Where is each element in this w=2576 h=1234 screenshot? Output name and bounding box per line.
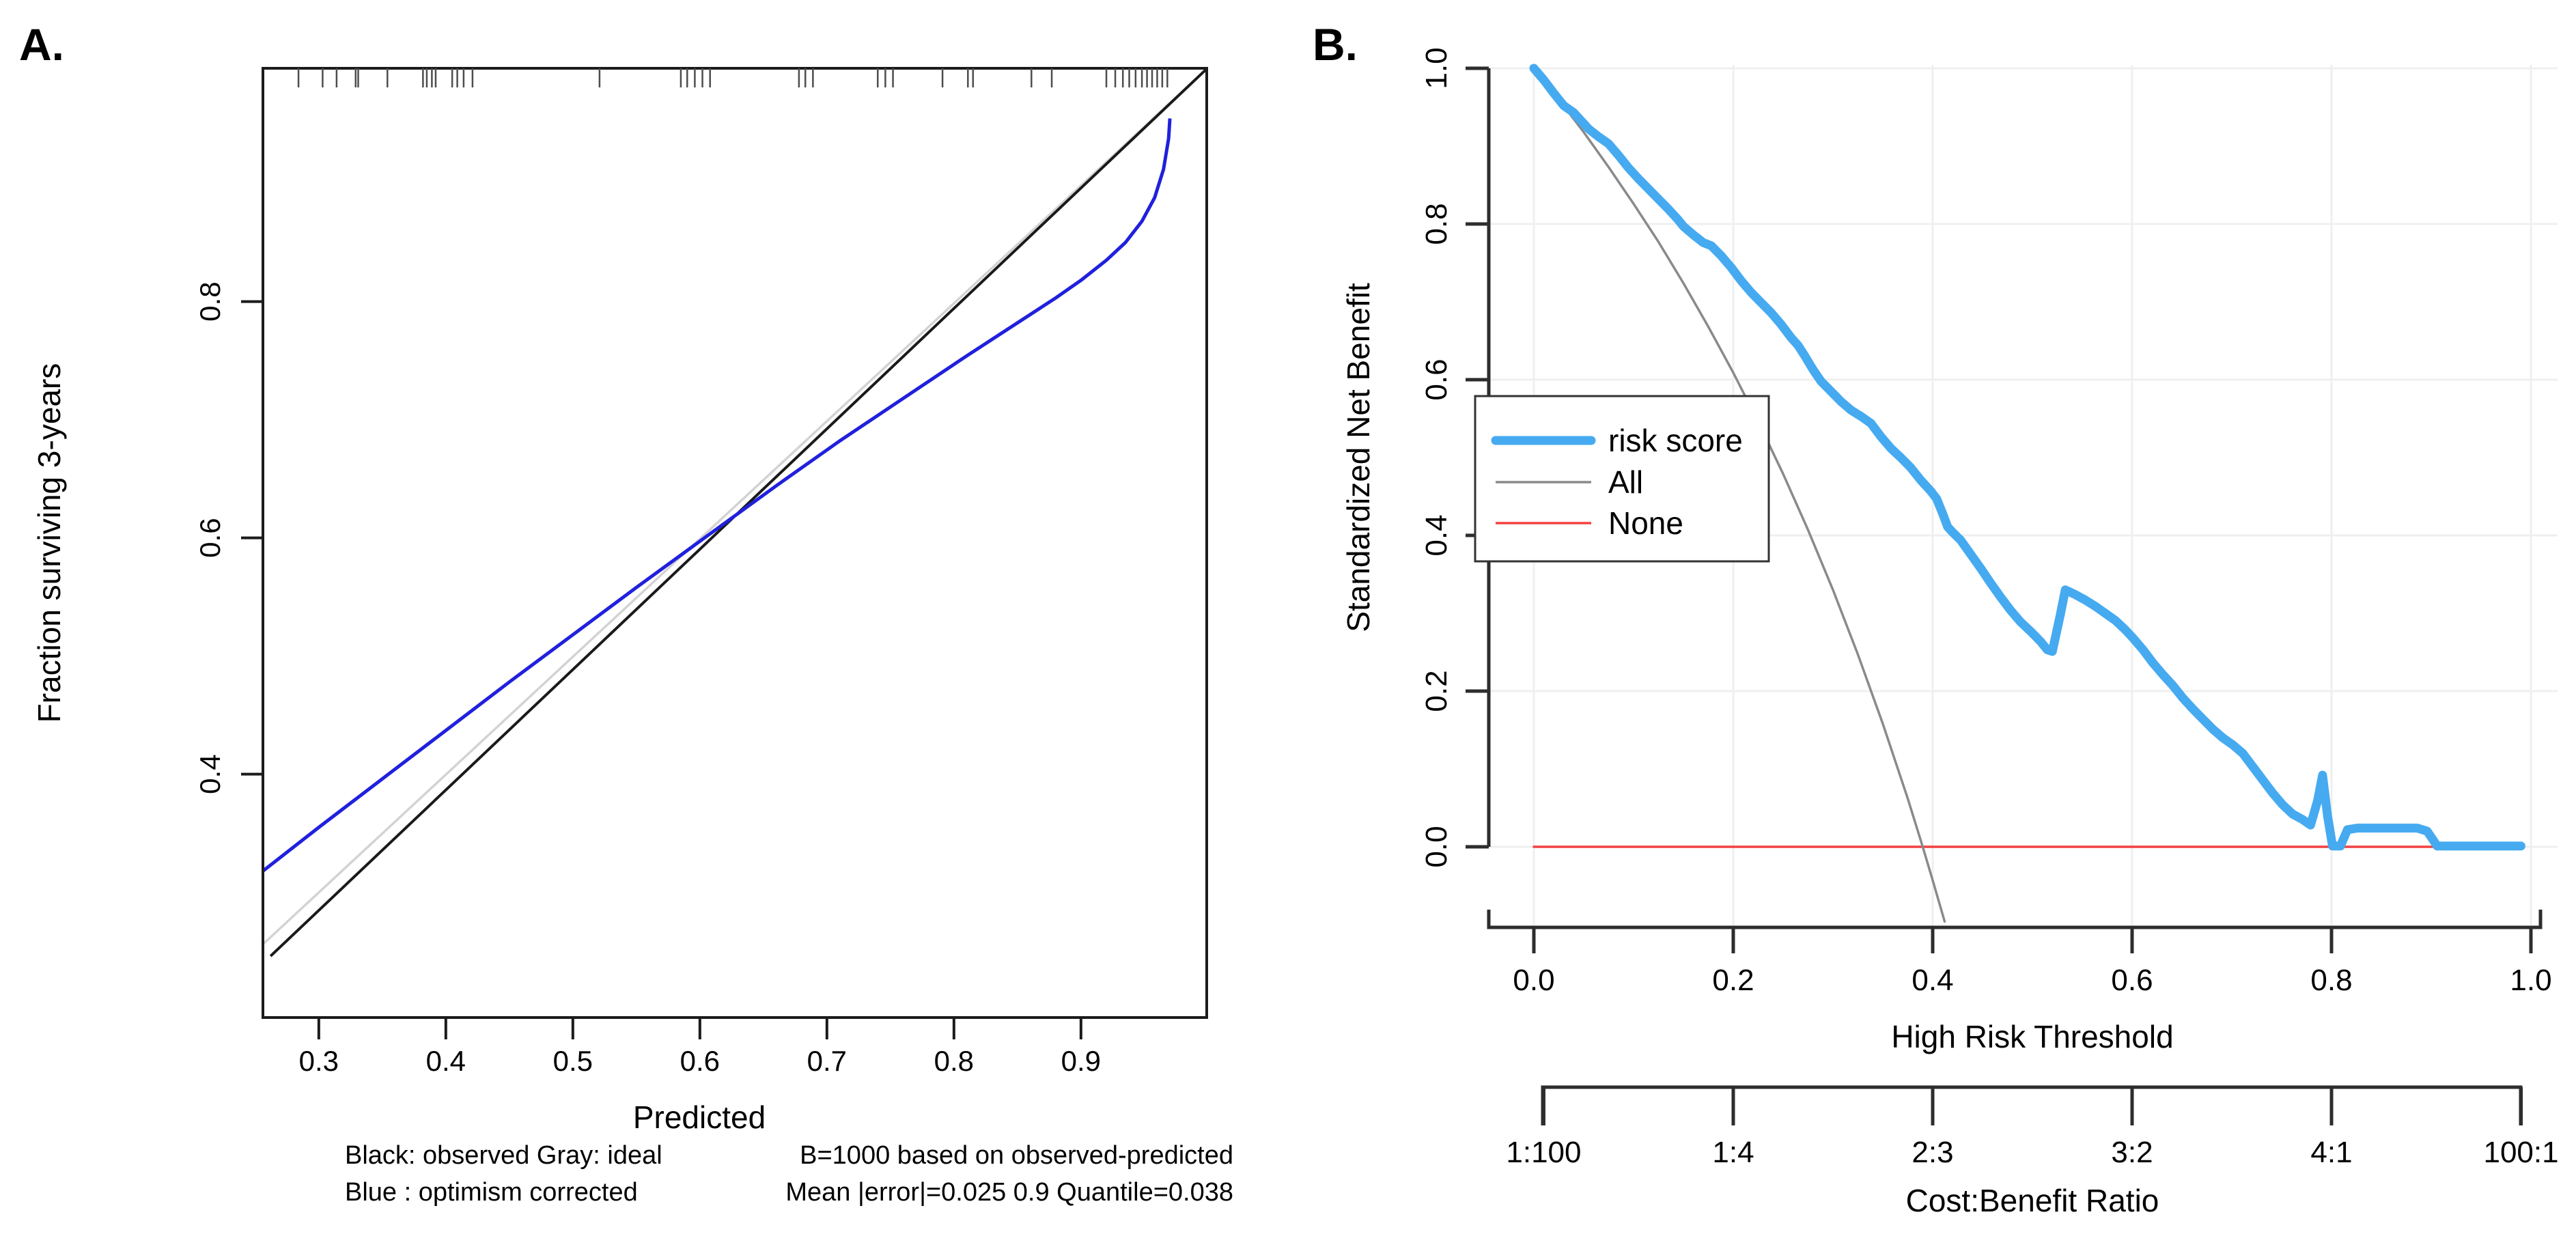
y-tick-label: 1.0 xyxy=(1420,47,1453,89)
panel-b-x-axis-title: High Risk Threshold xyxy=(1891,1019,2173,1054)
cost-benefit-tick-label: 1:4 xyxy=(1712,1136,1754,1169)
cost-benefit-tick-label: 2:3 xyxy=(1912,1136,1953,1169)
legend-box: risk score All None xyxy=(1474,395,1770,563)
panel-a-caption-left-2: Blue : optimism corrected xyxy=(345,1178,638,1207)
panel-a-x-axis-title: Predicted xyxy=(633,1099,766,1135)
cost-benefit-tick-label: 3:2 xyxy=(2111,1136,2153,1169)
x-tick-label: 0.6 xyxy=(680,1045,720,1077)
panel-a-caption-left-1: Black: observed Gray: ideal xyxy=(345,1141,662,1170)
x-axis-line xyxy=(1487,910,2543,929)
cost-benefit-tick-label: 100:1 xyxy=(2483,1136,2558,1169)
x-tick-label: 0.4 xyxy=(1912,964,1953,997)
x-tick-label: 1.0 xyxy=(2510,964,2551,997)
panel-b-label: B. xyxy=(1313,19,1358,70)
y-tick-label: 0.2 xyxy=(1420,670,1453,712)
panel-a-caption-right-2: Mean |error|=0.025 0.9 Quantile=0.038 xyxy=(785,1178,1233,1207)
x-tick-label: 0.8 xyxy=(2310,964,2352,997)
series-ideal xyxy=(262,68,1208,946)
cost-benefit-axis-line xyxy=(1541,1085,2523,1125)
legend-label-all: All xyxy=(1608,464,1643,500)
panel-a-caption-right-1: B=1000 based on observed-predicted xyxy=(800,1141,1233,1170)
x-tick-label: 0.3 xyxy=(299,1045,339,1077)
x-tick-label: 0.0 xyxy=(1513,964,1554,997)
y-tick-label: 0.4 xyxy=(1420,514,1453,556)
series-optimism-corrected xyxy=(262,118,1172,873)
panel-b-geometry: 0.0 0.2 0.4 0.6 0.8 1.0 0.0 0.2 0.4 0.6 0.8 1.0 1:10… xyxy=(1420,47,2559,1169)
panel-b-y-axis-title: Standardized Net Benefit xyxy=(1341,283,1376,632)
x-tick-label: 0.8 xyxy=(934,1045,974,1077)
x-tick-label: 0.5 xyxy=(553,1045,593,1077)
x-tick-label: 0.6 xyxy=(2111,964,2153,997)
y-tick-label: 0.4 xyxy=(194,754,226,794)
y-tick-label: 0.8 xyxy=(1420,203,1453,244)
panel-a-geometry: 0.3 0.4 0.5 0.6 0.7 0.8 0.9 0.4 0.6 0.8 xyxy=(194,67,1208,1077)
plot-box xyxy=(262,67,1208,1019)
legend-border xyxy=(1474,395,1770,563)
cost-benefit-tick-label: 1:100 xyxy=(1506,1136,1581,1169)
x-tick-label: 0.9 xyxy=(1061,1045,1101,1077)
x-tick-label: 0.7 xyxy=(807,1045,847,1077)
series-risk-score xyxy=(1529,64,2525,851)
x-tick-label: 0.4 xyxy=(426,1045,466,1077)
y-tick-label: 0.6 xyxy=(1420,359,1453,400)
cost-benefit-axis-title: Cost:Benefit Ratio xyxy=(1906,1183,2159,1218)
y-tick-label: 0.8 xyxy=(194,281,226,321)
x-tick-label: 0.2 xyxy=(1712,964,1754,997)
legend-label-risk-score: risk score xyxy=(1608,423,1743,458)
y-tick-label: 0.6 xyxy=(194,518,226,557)
y-tick-label: 0.0 xyxy=(1420,826,1453,867)
cost-benefit-tick-label: 4:1 xyxy=(2310,1136,2352,1169)
panel-a-label: A. xyxy=(19,19,64,70)
legend-label-none: None xyxy=(1608,505,1683,541)
panel-a-y-axis-title: Fraction surviving 3-years xyxy=(31,363,67,723)
